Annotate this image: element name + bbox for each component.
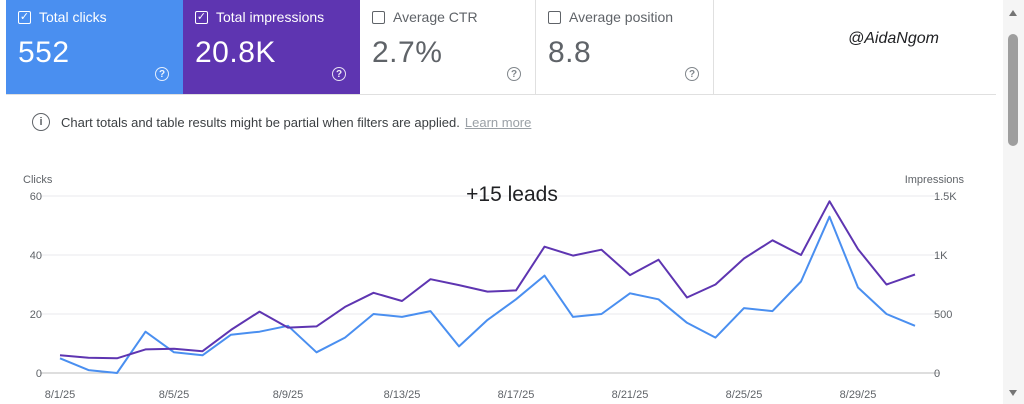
checkbox-checked-icon[interactable]: ✓ bbox=[18, 10, 31, 24]
series-line-impressions bbox=[59, 200, 916, 360]
scroll-up-arrow-icon[interactable] bbox=[1009, 10, 1017, 16]
right-tick-label: 500 bbox=[934, 309, 952, 321]
metric-cards: ✓ Total clicks 552 ? ✓ Total impressions… bbox=[6, 0, 996, 94]
metric-label: Total impressions bbox=[216, 9, 325, 25]
right-tick-label: 0 bbox=[934, 368, 940, 380]
metric-value: 8.8 bbox=[548, 36, 592, 69]
right-axis-title: Impressions bbox=[905, 174, 965, 186]
right-tick-label: 1.5K bbox=[934, 191, 957, 203]
x-tick-label: 8/17/25 bbox=[498, 389, 535, 401]
series-line-clicks bbox=[59, 215, 916, 374]
scroll-down-arrow-icon[interactable] bbox=[1009, 390, 1017, 396]
vertical-scrollbar[interactable] bbox=[1003, 0, 1024, 404]
metric-label: Average CTR bbox=[393, 9, 478, 25]
metric-card-total-impressions[interactable]: ✓ Total impressions 20.8K ? bbox=[183, 0, 360, 94]
learn-more-link[interactable]: Learn more bbox=[464, 114, 532, 130]
metric-card-average-position[interactable]: Average position 8.8 ? bbox=[536, 0, 714, 94]
checkbox-unchecked-icon[interactable] bbox=[548, 10, 561, 24]
metric-value: 20.8K bbox=[195, 36, 276, 69]
right-axis-ticks: 1.5K 1K 500 0 bbox=[934, 191, 957, 380]
x-tick-label: 8/1/25 bbox=[45, 389, 76, 401]
info-icon: i bbox=[32, 113, 50, 131]
chart-gridlines bbox=[40, 195, 940, 374]
left-tick-label: 60 bbox=[30, 191, 42, 203]
scrollbar-thumb[interactable] bbox=[1008, 34, 1018, 146]
help-icon[interactable]: ? bbox=[155, 67, 169, 81]
left-axis-title: Clicks bbox=[23, 174, 53, 186]
help-icon[interactable]: ? bbox=[507, 67, 521, 81]
help-icon[interactable]: ? bbox=[332, 67, 346, 81]
metric-card-total-clicks[interactable]: ✓ Total clicks 552 ? bbox=[6, 0, 183, 94]
divider bbox=[6, 94, 996, 95]
notice-text: Chart totals and table results might be … bbox=[61, 114, 460, 130]
metric-label: Total clicks bbox=[39, 9, 107, 25]
x-tick-label: 8/25/25 bbox=[726, 389, 763, 401]
checkbox-unchecked-icon[interactable] bbox=[372, 10, 385, 24]
metric-label: Average position bbox=[569, 9, 674, 25]
x-tick-label: 8/29/25 bbox=[840, 389, 877, 401]
left-tick-label: 0 bbox=[36, 368, 42, 380]
chart-series bbox=[59, 200, 916, 374]
left-tick-label: 40 bbox=[30, 250, 42, 262]
x-axis-ticks: 8/1/25 8/5/25 8/9/25 8/13/25 8/17/25 8/21/25 8… bbox=[45, 389, 877, 401]
performance-chart: Clicks Impressions +15 leads 60 40 20 0 1.5… bbox=[23, 174, 965, 401]
chart-annotation: +15 leads bbox=[466, 183, 558, 206]
x-tick-label: 8/5/25 bbox=[159, 389, 190, 401]
help-icon[interactable]: ? bbox=[685, 67, 699, 81]
checkbox-checked-icon[interactable]: ✓ bbox=[195, 10, 208, 24]
x-tick-label: 8/9/25 bbox=[273, 389, 304, 401]
left-axis-ticks: 60 40 20 0 bbox=[30, 191, 42, 380]
x-tick-label: 8/21/25 bbox=[612, 389, 649, 401]
partial-results-notice: i Chart totals and table results might b… bbox=[32, 113, 531, 131]
metric-value: 552 bbox=[18, 36, 70, 69]
left-tick-label: 20 bbox=[30, 309, 42, 321]
metric-card-average-ctr[interactable]: Average CTR 2.7% ? bbox=[360, 0, 536, 94]
metric-value: 2.7% bbox=[372, 36, 443, 69]
watermark-handle: @AidaNgom bbox=[848, 30, 939, 47]
x-tick-label: 8/13/25 bbox=[384, 389, 421, 401]
right-tick-label: 1K bbox=[934, 250, 948, 262]
